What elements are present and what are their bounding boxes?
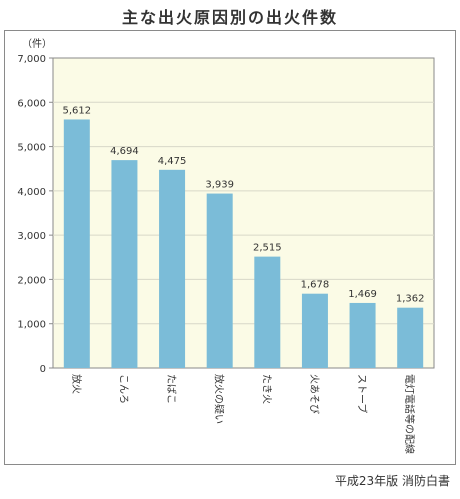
y-tick-label: 1,000 bbox=[17, 320, 46, 331]
y-unit-label: （件） bbox=[22, 38, 52, 50]
x-axis-labels: 放火 こんろ たばこ 放火の疑い たき火 火あそび ストーブ 電灯電話等の配線 bbox=[70, 374, 416, 454]
x-tick-label: 火あそび bbox=[308, 374, 320, 414]
source-note: 平成23年版 消防白書 bbox=[334, 474, 450, 488]
x-tick-label: 放火 bbox=[70, 374, 83, 394]
x-tick-label: こんろ bbox=[117, 374, 129, 404]
y-tick-label: 4,000 bbox=[17, 187, 46, 198]
value-label: 4,694 bbox=[110, 146, 139, 157]
x-tick-label: 電灯電話等の配線 bbox=[403, 374, 416, 454]
bar bbox=[159, 169, 186, 368]
x-tick-label: 放火の疑い bbox=[213, 374, 226, 424]
y-tick-label: 0 bbox=[40, 364, 46, 375]
x-tick-label: ストーブ bbox=[356, 374, 369, 413]
bars bbox=[63, 119, 424, 369]
y-tick-label: 3,000 bbox=[17, 231, 46, 242]
bar bbox=[111, 160, 138, 368]
bar bbox=[301, 293, 328, 368]
chart-title: 主な出火原因別の出火件数 bbox=[121, 8, 338, 27]
bar bbox=[349, 302, 376, 368]
y-tick-label: 5,000 bbox=[17, 143, 46, 154]
value-label: 5,612 bbox=[62, 105, 91, 116]
value-label: 2,515 bbox=[253, 243, 282, 254]
value-labels: 5,612 4,694 4,475 3,939 2,515 1,678 1,469 1,362 bbox=[62, 105, 424, 304]
y-tick-label: 2,000 bbox=[17, 275, 46, 286]
chart-frame bbox=[4, 30, 456, 465]
bar bbox=[254, 256, 281, 368]
value-label: 1,469 bbox=[348, 289, 377, 300]
bar bbox=[397, 307, 424, 368]
y-tick-label: 6,000 bbox=[17, 98, 46, 109]
value-label: 4,475 bbox=[158, 156, 187, 167]
bar bbox=[63, 119, 90, 369]
value-label: 1,362 bbox=[396, 294, 425, 305]
value-label: 1,678 bbox=[301, 280, 330, 291]
x-tick-label: たばこ bbox=[165, 374, 177, 404]
value-label: 3,939 bbox=[205, 180, 234, 191]
x-tick-label: たき火 bbox=[260, 374, 272, 404]
bar bbox=[206, 193, 233, 368]
plot-area bbox=[52, 57, 435, 369]
y-tick-label: 7,000 bbox=[17, 54, 46, 65]
